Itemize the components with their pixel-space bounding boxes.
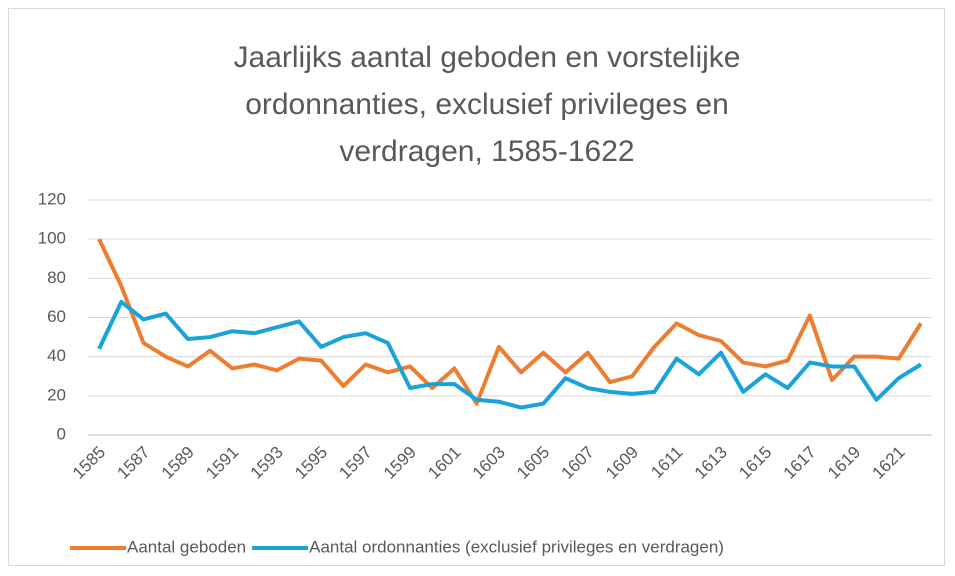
y-tick-label: 100 bbox=[38, 229, 66, 248]
x-tick-label: 1617 bbox=[780, 443, 820, 483]
x-tick-label: 1613 bbox=[691, 443, 731, 483]
x-tick-label: 1589 bbox=[158, 443, 198, 483]
series-line bbox=[97, 238, 923, 406]
x-tick-label: 1619 bbox=[824, 443, 864, 483]
chart-frame bbox=[8, 8, 945, 566]
y-tick-label: 60 bbox=[47, 307, 66, 326]
x-tick-label: 1601 bbox=[424, 443, 464, 483]
x-tick-label: 1611 bbox=[647, 443, 686, 482]
x-tick-label: 1597 bbox=[335, 443, 375, 483]
legend-label: Aantal ordonnanties (exclusief privilege… bbox=[309, 537, 724, 556]
x-tick-label: 1593 bbox=[247, 443, 287, 483]
legend-label: Aantal geboden bbox=[127, 537, 246, 556]
x-tick-label: 1615 bbox=[735, 443, 775, 483]
x-tick-label: 1621 bbox=[869, 443, 909, 483]
x-tick-label: 1587 bbox=[113, 443, 153, 483]
x-tick-label: 1591 bbox=[202, 443, 242, 483]
y-tick-label: 40 bbox=[47, 346, 66, 365]
y-tick-label: 120 bbox=[38, 189, 66, 208]
y-tick-label: 0 bbox=[57, 424, 66, 443]
series-line bbox=[97, 299, 922, 410]
chart-title: Jaarlijks aantal geboden en vorstelijke … bbox=[233, 41, 741, 168]
x-tick-label: 1609 bbox=[602, 443, 642, 483]
x-tick-label: 1607 bbox=[558, 443, 598, 483]
x-tick-label: 1603 bbox=[469, 443, 509, 483]
x-tick-label: 1585 bbox=[69, 443, 109, 483]
y-tick-label: 20 bbox=[47, 385, 66, 404]
x-tick-label: 1595 bbox=[291, 443, 331, 483]
x-tick-label: 1605 bbox=[513, 443, 553, 483]
x-tick-label: 1599 bbox=[380, 443, 420, 483]
y-tick-label: 80 bbox=[47, 268, 66, 287]
